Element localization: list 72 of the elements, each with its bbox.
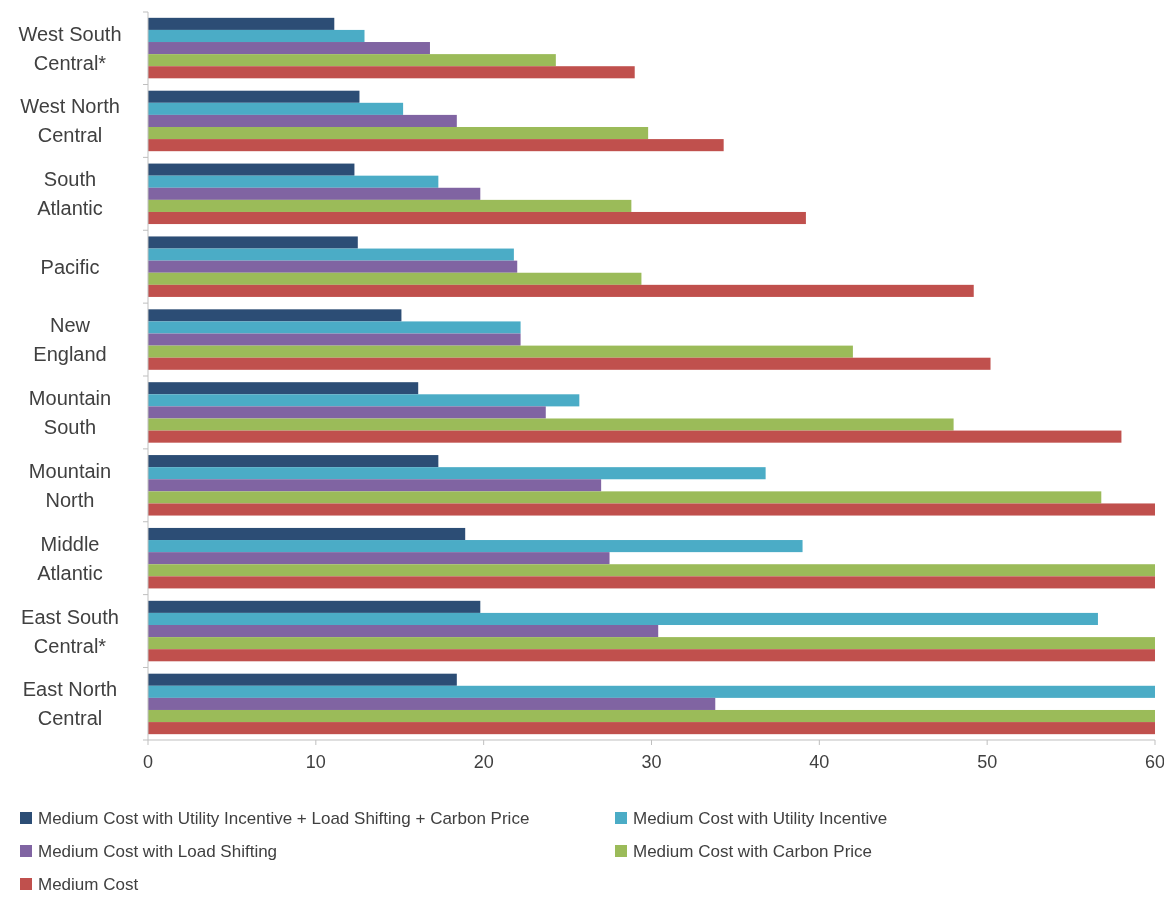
- legend-label: Medium Cost with Carbon Price: [633, 842, 873, 861]
- bar: [148, 467, 766, 480]
- bar: [148, 187, 481, 200]
- bar: [148, 418, 954, 431]
- x-tick-label: 40: [809, 752, 830, 772]
- bar: [148, 54, 556, 67]
- bar: [148, 272, 642, 285]
- bar: [148, 540, 803, 553]
- bar: [148, 406, 546, 419]
- bar: [148, 382, 419, 395]
- bar: [148, 260, 518, 273]
- bar: [148, 114, 457, 127]
- x-tick-label: 50: [977, 752, 998, 772]
- bar: [148, 552, 610, 565]
- bar: [148, 90, 360, 103]
- bar: [148, 685, 1155, 698]
- bar: [148, 503, 1155, 516]
- y-tick-label: East North Central: [22, 678, 118, 730]
- y-tick-label: Pacific: [40, 255, 100, 278]
- bar: [148, 455, 439, 468]
- bar: [148, 66, 635, 79]
- bar: [148, 321, 521, 334]
- bar: [148, 709, 1155, 723]
- bar: [148, 248, 514, 261]
- bar: [148, 102, 404, 115]
- bar: [148, 126, 649, 140]
- bar: [148, 309, 402, 322]
- bar: [148, 479, 602, 492]
- bar: [148, 576, 1155, 589]
- bar: [148, 199, 632, 212]
- bar: [148, 139, 724, 152]
- legend-label: Medium Cost with Utility Incentive: [633, 809, 888, 828]
- bar: [148, 333, 521, 346]
- bar: [148, 564, 1155, 577]
- bar: [148, 17, 335, 30]
- bar: [148, 357, 991, 370]
- bar: [148, 491, 1102, 504]
- bar: [148, 637, 1155, 650]
- x-tick-label: 10: [305, 752, 326, 772]
- bar: [148, 697, 716, 710]
- bar: [148, 42, 430, 55]
- x-tick-label: 30: [641, 752, 662, 772]
- y-tick-label: East South Central*: [21, 605, 119, 657]
- x-tick-label: 0: [142, 752, 154, 772]
- bar: [148, 527, 466, 541]
- bar: [148, 673, 457, 686]
- bar: [148, 394, 580, 407]
- legend-label: Medium Cost with Utility Incentive + Load Shifting + Carbon Price: [38, 809, 530, 828]
- bar: [148, 722, 1155, 735]
- y-tick-label: West North Central: [20, 95, 120, 147]
- bar: [148, 345, 853, 358]
- bar: [148, 649, 1155, 662]
- bar: [148, 163, 355, 176]
- legend-label: Medium Cost: [38, 875, 139, 894]
- bar: [148, 211, 806, 225]
- bar: [148, 284, 974, 297]
- y-tick-label: West South Central*: [18, 22, 122, 74]
- y-tick-label: South Atlantic: [37, 168, 103, 220]
- bar: [148, 625, 659, 638]
- y-tick-label: Mountain South: [28, 386, 112, 438]
- bar: [148, 600, 481, 613]
- y-tick-label: New England: [33, 314, 107, 366]
- y-tick-label: Mountain North: [28, 459, 112, 511]
- bar: [148, 430, 1122, 443]
- x-tick-label: 60: [1144, 752, 1166, 772]
- y-tick-label: Middle Atlantic: [37, 532, 103, 584]
- bar: [148, 175, 439, 188]
- bar: [148, 29, 365, 43]
- bar: [148, 236, 358, 249]
- legend-label: Medium Cost with Load Shifting: [38, 842, 278, 861]
- x-tick-label: 20: [473, 752, 494, 772]
- bar: [148, 612, 1098, 626]
